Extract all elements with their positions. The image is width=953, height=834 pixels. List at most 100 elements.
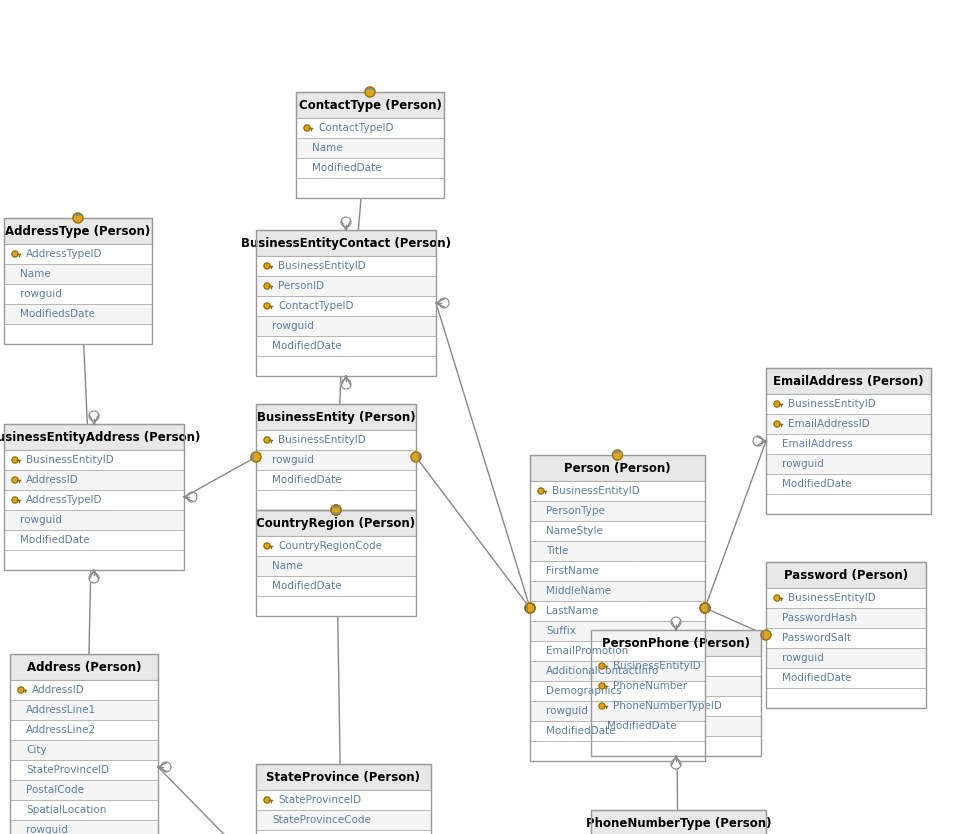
Text: BusinessEntityID: BusinessEntityID: [787, 399, 875, 409]
Bar: [10, 760, 158, 780]
Circle shape: [264, 263, 270, 269]
Bar: [530, 481, 704, 501]
Bar: [4, 424, 184, 570]
Text: Suffix: Suffix: [545, 626, 576, 636]
Circle shape: [304, 125, 310, 131]
Bar: [530, 455, 704, 481]
Bar: [765, 668, 925, 688]
Bar: [4, 218, 152, 344]
Bar: [10, 820, 158, 834]
Text: rowguid: rowguid: [781, 653, 823, 663]
Text: EmailAddressID: EmailAddressID: [787, 419, 869, 429]
Text: City: City: [26, 745, 47, 755]
Text: AddressTypeID: AddressTypeID: [26, 495, 102, 505]
Text: PasswordSalt: PasswordSalt: [781, 633, 850, 643]
Bar: [590, 716, 760, 736]
Circle shape: [331, 505, 340, 515]
Bar: [4, 510, 184, 530]
Bar: [765, 628, 925, 648]
Bar: [765, 434, 930, 454]
Text: AddressLine1: AddressLine1: [26, 705, 96, 715]
Bar: [530, 455, 704, 761]
Bar: [765, 394, 930, 414]
Circle shape: [598, 703, 604, 709]
Text: rowguid: rowguid: [20, 515, 62, 525]
Bar: [295, 178, 443, 198]
Bar: [255, 230, 436, 256]
Bar: [295, 158, 443, 178]
Bar: [255, 404, 416, 430]
Text: AddressTypeID: AddressTypeID: [26, 249, 102, 259]
Text: ModifiedDate: ModifiedDate: [312, 163, 381, 173]
Bar: [295, 92, 443, 198]
Text: Password (Person): Password (Person): [783, 569, 907, 581]
Text: Address (Person): Address (Person): [27, 661, 141, 674]
Text: Name: Name: [312, 143, 342, 153]
Circle shape: [670, 617, 680, 627]
Bar: [4, 284, 152, 304]
Circle shape: [752, 436, 762, 446]
Circle shape: [773, 421, 780, 427]
Text: ModifiedDate: ModifiedDate: [781, 479, 851, 489]
Text: rowguid: rowguid: [20, 289, 62, 299]
Bar: [10, 740, 158, 760]
Text: Name: Name: [20, 269, 51, 279]
Text: LastName: LastName: [545, 606, 598, 616]
Bar: [765, 608, 925, 628]
Text: BusinessEntityID: BusinessEntityID: [787, 593, 875, 603]
Text: StateProvinceID: StateProvinceID: [26, 765, 109, 775]
Circle shape: [12, 477, 18, 483]
Text: ModifiedDate: ModifiedDate: [545, 726, 615, 736]
Bar: [255, 430, 416, 450]
Bar: [765, 368, 930, 394]
Bar: [10, 780, 158, 800]
Bar: [590, 676, 760, 696]
Text: AddressType (Person): AddressType (Person): [6, 224, 151, 238]
Text: PostalCode: PostalCode: [26, 785, 84, 795]
Circle shape: [251, 452, 261, 462]
Text: ModifiedDate: ModifiedDate: [20, 535, 90, 545]
Bar: [10, 700, 158, 720]
Bar: [530, 621, 704, 641]
Circle shape: [760, 630, 770, 640]
Bar: [530, 521, 704, 541]
Circle shape: [612, 450, 622, 460]
Bar: [255, 470, 416, 490]
Bar: [255, 510, 416, 536]
Bar: [590, 810, 765, 834]
Text: BusinessEntityID: BusinessEntityID: [26, 455, 113, 465]
Bar: [530, 501, 704, 521]
Bar: [255, 764, 431, 790]
Bar: [4, 550, 184, 570]
Bar: [765, 454, 930, 474]
Text: rowguid: rowguid: [272, 455, 314, 465]
Text: StateProvince (Person): StateProvince (Person): [266, 771, 420, 783]
Circle shape: [524, 603, 535, 613]
Bar: [4, 264, 152, 284]
Circle shape: [537, 488, 543, 494]
Bar: [255, 404, 416, 510]
Bar: [255, 576, 416, 596]
Circle shape: [264, 797, 270, 803]
Bar: [765, 414, 930, 434]
Circle shape: [264, 437, 270, 443]
Bar: [530, 561, 704, 581]
Bar: [255, 536, 416, 556]
Text: CountryRegion (Person): CountryRegion (Person): [256, 516, 416, 530]
Text: CountryRegionCode: CountryRegionCode: [277, 541, 381, 551]
Text: SpatialLocation: SpatialLocation: [26, 805, 107, 815]
Text: Person (Person): Person (Person): [563, 461, 670, 475]
Bar: [255, 810, 431, 830]
Text: PasswordHash: PasswordHash: [781, 613, 856, 623]
Bar: [4, 304, 152, 324]
Text: rowguid: rowguid: [272, 321, 314, 331]
Text: Demographics: Demographics: [545, 686, 621, 696]
Bar: [590, 656, 760, 676]
Text: ModifiedDate: ModifiedDate: [272, 581, 341, 591]
Text: EmailAddress (Person): EmailAddress (Person): [772, 374, 923, 388]
Bar: [255, 276, 436, 296]
Circle shape: [670, 759, 680, 769]
Bar: [255, 830, 431, 834]
Bar: [10, 800, 158, 820]
Text: FirstName: FirstName: [545, 566, 598, 576]
